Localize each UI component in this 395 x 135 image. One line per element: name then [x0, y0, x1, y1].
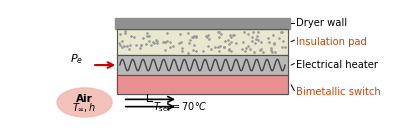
Text: Air: Air	[76, 94, 93, 104]
Text: $P_e$: $P_e$	[70, 52, 83, 66]
Bar	[117, 29, 288, 55]
Text: $T_{\mathrm{set}} = 70°C$: $T_{\mathrm{set}} = 70°C$	[153, 100, 207, 114]
Text: Insulation pad: Insulation pad	[296, 37, 367, 47]
Bar	[117, 55, 288, 75]
Ellipse shape	[57, 88, 112, 117]
Bar	[117, 75, 288, 94]
Text: Electrical heater: Electrical heater	[296, 60, 378, 70]
Bar	[117, 75, 288, 94]
Bar	[117, 29, 288, 55]
Bar	[117, 55, 288, 75]
Text: Dryer wall: Dryer wall	[296, 18, 347, 28]
Bar	[115, 18, 290, 29]
Text: Bimetallic switch: Bimetallic switch	[296, 87, 380, 97]
Text: $T_{\infty}, h$: $T_{\infty}, h$	[72, 102, 97, 114]
